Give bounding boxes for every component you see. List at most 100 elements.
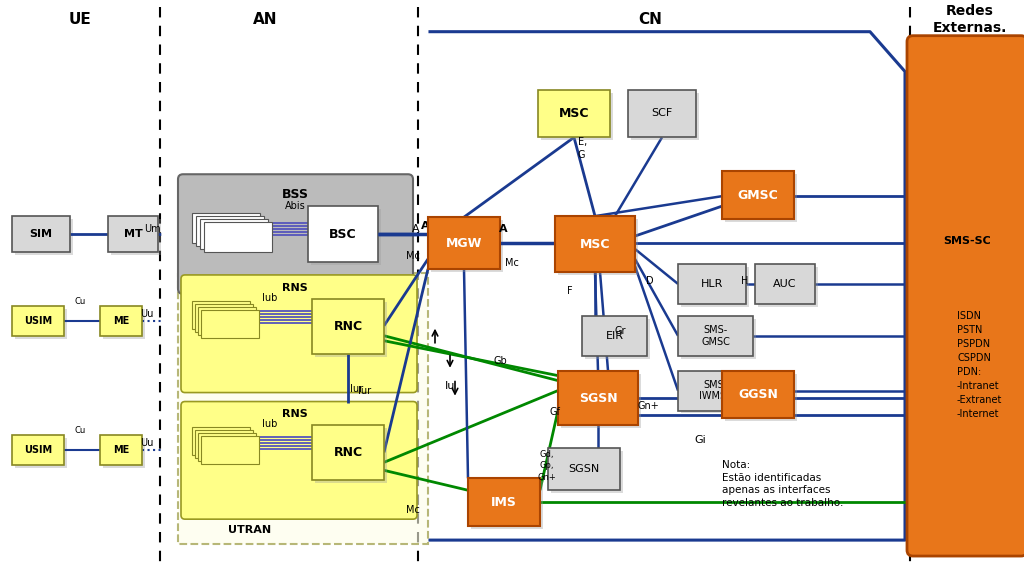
Text: ISDN
PSTN
PSPDN
CSPDN
PDN:
-Intranet
-Extranet
-Internet: ISDN PSTN PSPDN CSPDN PDN: -Intranet -Ex… (957, 311, 1002, 419)
FancyBboxPatch shape (548, 448, 620, 490)
FancyBboxPatch shape (468, 478, 540, 526)
FancyBboxPatch shape (193, 301, 250, 329)
Text: GGSN: GGSN (738, 388, 778, 401)
FancyBboxPatch shape (631, 93, 699, 140)
Text: Iu: Iu (444, 381, 456, 391)
FancyBboxPatch shape (308, 206, 378, 262)
FancyBboxPatch shape (315, 428, 387, 483)
FancyBboxPatch shape (722, 371, 794, 419)
Text: H: H (741, 276, 749, 286)
Text: Gd,
Gp,
Gn+: Gd, Gp, Gn+ (538, 451, 556, 481)
Text: SGSN: SGSN (579, 392, 617, 404)
FancyBboxPatch shape (204, 222, 272, 252)
Text: Mc: Mc (407, 505, 420, 515)
Text: BS: BS (214, 310, 230, 320)
Text: SGSN: SGSN (568, 464, 600, 475)
Text: USIM: USIM (24, 445, 52, 456)
Text: Mc: Mc (407, 251, 420, 261)
FancyBboxPatch shape (198, 307, 256, 335)
FancyBboxPatch shape (678, 316, 753, 356)
Text: ME: ME (113, 316, 129, 326)
Text: BSS: BSS (282, 188, 308, 200)
Text: Iub: Iub (262, 293, 278, 303)
Text: F: F (567, 286, 572, 296)
FancyBboxPatch shape (198, 433, 256, 461)
FancyBboxPatch shape (582, 316, 647, 356)
FancyBboxPatch shape (541, 93, 613, 140)
Text: Mc: Mc (505, 258, 519, 268)
FancyBboxPatch shape (678, 264, 746, 304)
FancyBboxPatch shape (311, 209, 381, 265)
Text: Cu: Cu (75, 427, 86, 436)
FancyBboxPatch shape (681, 267, 749, 307)
FancyBboxPatch shape (108, 216, 158, 252)
FancyBboxPatch shape (722, 171, 794, 219)
FancyBboxPatch shape (195, 304, 253, 332)
Text: HLR: HLR (700, 279, 723, 289)
Text: AUC: AUC (773, 279, 797, 289)
FancyBboxPatch shape (201, 310, 259, 337)
FancyBboxPatch shape (181, 401, 417, 519)
Text: BSC: BSC (329, 228, 356, 240)
Text: RNS: RNS (283, 283, 308, 293)
Text: A: A (421, 221, 429, 231)
Text: Nota:
Estão identificadas
apenas as interfaces
revelantes ao trabalho.: Nota: Estão identificadas apenas as inte… (722, 460, 844, 508)
FancyBboxPatch shape (200, 219, 268, 249)
Text: RNS: RNS (283, 409, 308, 420)
FancyBboxPatch shape (193, 213, 260, 243)
FancyBboxPatch shape (755, 264, 815, 304)
Text: ME: ME (113, 445, 129, 456)
FancyBboxPatch shape (428, 217, 500, 269)
FancyBboxPatch shape (12, 436, 63, 465)
Text: EIR: EIR (605, 331, 624, 341)
Text: Iub: Iub (262, 420, 278, 429)
FancyBboxPatch shape (103, 439, 145, 468)
FancyBboxPatch shape (201, 436, 259, 464)
Text: UE: UE (69, 12, 91, 27)
Text: UTRAN: UTRAN (228, 525, 271, 535)
FancyBboxPatch shape (15, 309, 67, 339)
FancyBboxPatch shape (178, 273, 428, 544)
FancyBboxPatch shape (681, 319, 756, 359)
FancyBboxPatch shape (193, 428, 250, 455)
FancyBboxPatch shape (551, 452, 623, 493)
FancyBboxPatch shape (725, 373, 797, 421)
Text: Gb: Gb (494, 356, 507, 365)
FancyBboxPatch shape (12, 216, 70, 252)
Text: Gr: Gr (614, 325, 626, 336)
Text: A: A (500, 224, 508, 234)
Text: RNC: RNC (334, 320, 362, 333)
FancyBboxPatch shape (15, 439, 67, 468)
FancyBboxPatch shape (312, 299, 384, 353)
FancyBboxPatch shape (907, 35, 1024, 556)
FancyBboxPatch shape (431, 220, 503, 272)
FancyBboxPatch shape (628, 90, 696, 138)
Text: AN: AN (253, 12, 278, 27)
Text: MGW: MGW (445, 236, 482, 250)
Text: SMS-SC: SMS-SC (943, 236, 991, 246)
FancyBboxPatch shape (178, 174, 413, 294)
FancyBboxPatch shape (100, 436, 142, 465)
Text: D: D (646, 276, 653, 286)
Text: BTS: BTS (216, 224, 240, 234)
FancyBboxPatch shape (725, 174, 797, 222)
FancyBboxPatch shape (471, 481, 543, 529)
FancyBboxPatch shape (758, 267, 818, 307)
Text: SMS-
GMSC: SMS- GMSC (701, 325, 730, 347)
FancyBboxPatch shape (186, 182, 411, 292)
Text: SIM: SIM (30, 229, 52, 239)
FancyBboxPatch shape (196, 216, 264, 246)
Text: E,
G: E, G (578, 137, 587, 159)
Text: MT: MT (124, 229, 142, 239)
FancyBboxPatch shape (100, 306, 142, 336)
FancyBboxPatch shape (181, 275, 417, 392)
Text: A: A (413, 224, 420, 234)
FancyBboxPatch shape (195, 431, 253, 459)
Text: SCF: SCF (651, 108, 673, 118)
Text: Abis: Abis (285, 201, 305, 211)
Text: CN: CN (638, 12, 662, 27)
FancyBboxPatch shape (15, 219, 73, 255)
FancyBboxPatch shape (538, 90, 610, 138)
Text: Cu: Cu (75, 297, 86, 306)
FancyBboxPatch shape (12, 306, 63, 336)
